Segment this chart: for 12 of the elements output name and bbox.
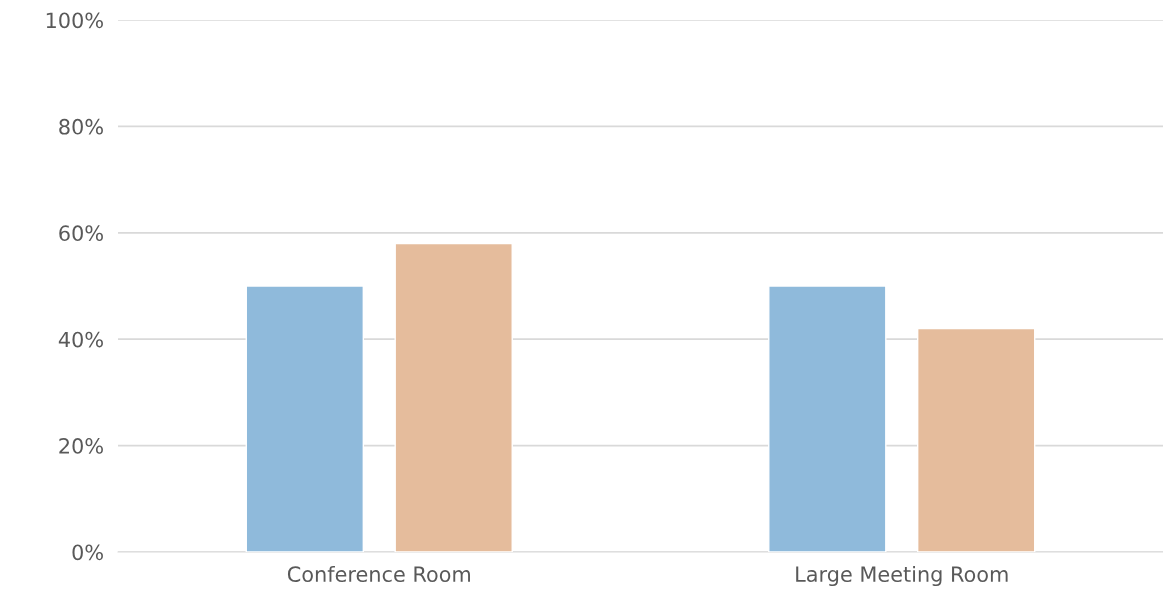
- bar: [916, 327, 1036, 552]
- bar: [394, 242, 513, 552]
- y-tick-label: 0%: [72, 544, 103, 561]
- bar: [768, 285, 887, 552]
- y-tick-label: 100%: [46, 12, 103, 29]
- y-tick-label: 80%: [59, 118, 103, 135]
- x-tick-label: Large Meeting Room: [796, 565, 1008, 587]
- y-tick-label: 40%: [58, 331, 103, 348]
- bar: [245, 285, 365, 552]
- x-tick-label: Conference Room: [287, 565, 470, 583]
- y-tick-label: 20%: [59, 438, 103, 454]
- y-tick-label: 60%: [59, 225, 103, 242]
